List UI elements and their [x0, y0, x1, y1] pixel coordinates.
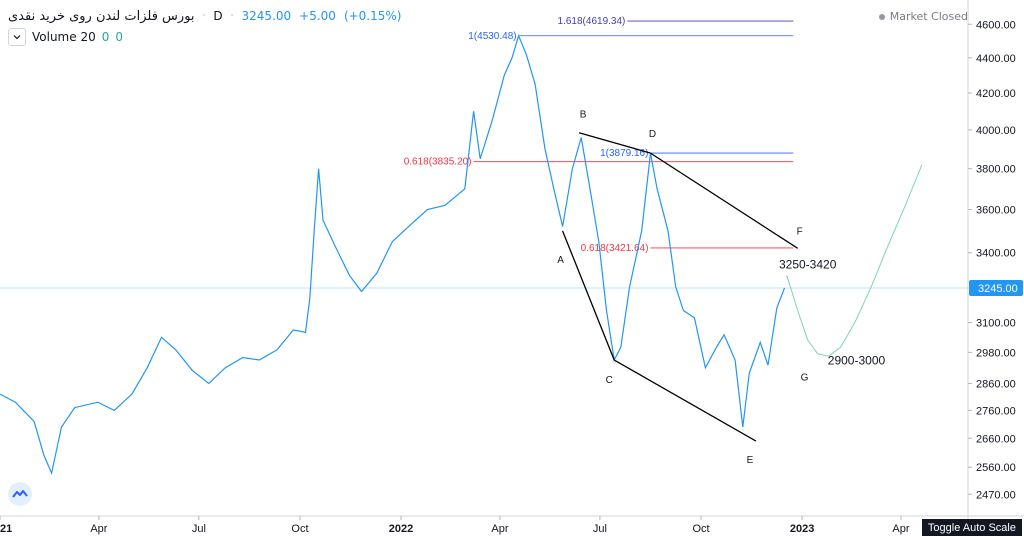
wave-label-d: D: [649, 129, 656, 140]
wave-label-g: G: [801, 373, 809, 384]
x-tick-label: Jul: [192, 523, 206, 535]
y-tick-label: 3600.00: [976, 205, 1016, 217]
y-tick-label: 4200.00: [976, 88, 1016, 100]
fib-level-label: 0.618(3835.20): [404, 157, 472, 168]
separator-dot: ·: [230, 11, 234, 21]
symbol-header: بورس فلزات لندن روی خرید نقدی · D · 3245…: [8, 6, 401, 26]
y-tick-label: 2660.00: [976, 433, 1016, 445]
y-tick-label: 2860.00: [976, 378, 1016, 390]
price-series-line: [0, 34, 786, 476]
x-tick-label: 2021: [0, 523, 12, 535]
wave-label-e: E: [747, 455, 754, 466]
toggle-auto-scale-button[interactable]: Toggle Auto Scale: [921, 519, 1022, 536]
x-tick-label: 2023: [790, 523, 814, 535]
wave-trendline: [578, 132, 651, 154]
y-tick-label: 2470.00: [976, 489, 1016, 501]
last-price: 3245.00: [241, 9, 292, 23]
volume-label: Volume 20: [32, 30, 96, 44]
wave-label-b: B: [580, 110, 587, 121]
interval-label[interactable]: D: [213, 9, 223, 23]
last-price-tag: [969, 280, 1023, 297]
target-range-label: 2900-3000: [828, 354, 886, 368]
x-tick-label: Oct: [291, 523, 308, 535]
last-price-tag-label: 3245.00: [978, 283, 1018, 295]
volume-legend: Volume 20 0 0: [8, 28, 123, 46]
price-change-percent: (+0.15%): [343, 9, 402, 23]
wave-label-a: A: [557, 255, 564, 266]
y-tick-label: 2980.00: [976, 347, 1016, 359]
fib-level-label: 0.618(3421.64): [581, 243, 649, 254]
y-tick-label: 3400.00: [976, 248, 1016, 260]
tradingview-logo-icon[interactable]: [8, 482, 32, 506]
fib-level-label: 1(4530.48): [468, 31, 516, 42]
y-tick-label: 4600.00: [976, 19, 1016, 31]
y-tick-label: 3800.00: [976, 164, 1016, 176]
x-tick-label: Apr: [892, 523, 909, 535]
price-change: +5.00: [299, 9, 336, 23]
fib-level-label: 1(3879.16): [600, 148, 648, 159]
y-tick-label: 4400.00: [976, 53, 1016, 65]
wave-label-c: C: [606, 375, 613, 386]
wave-trendline: [613, 359, 757, 442]
x-tick-label: Jul: [593, 523, 607, 535]
market-status: Market Closed: [878, 10, 968, 23]
y-tick-label: 4000.00: [976, 125, 1016, 137]
y-tick-label: 2760.00: [976, 405, 1016, 417]
x-tick-label: Oct: [692, 523, 709, 535]
market-status-label: Market Closed: [889, 10, 968, 23]
wave-trendline: [650, 152, 799, 249]
x-tick-label: Apr: [491, 523, 508, 535]
y-tick-label: 2560.00: [976, 462, 1016, 474]
symbol-title: بورس فلزات لندن: [95, 8, 195, 24]
symbol-subtitle: روی خرید نقدی: [8, 8, 92, 24]
x-tick-label: Apr: [90, 523, 107, 535]
y-tick-label: 3100.00: [976, 318, 1016, 330]
volume-value-2: 0: [115, 30, 123, 44]
symbol-name[interactable]: بورس فلزات لندن روی خرید نقدی: [8, 9, 195, 24]
separator-dot: ·: [202, 11, 206, 21]
wave-trendline: [561, 230, 615, 361]
chevron-down-icon[interactable]: [8, 28, 26, 46]
wave-label-f: F: [797, 226, 803, 237]
x-tick-label: 2022: [389, 523, 413, 535]
status-dot-icon: [878, 13, 885, 20]
fib-level-label: 1.618(4619.34): [558, 16, 626, 27]
target-range-label: 3250-3420: [779, 257, 837, 271]
volume-value-1: 0: [101, 30, 110, 44]
forecast-path: [786, 164, 923, 357]
